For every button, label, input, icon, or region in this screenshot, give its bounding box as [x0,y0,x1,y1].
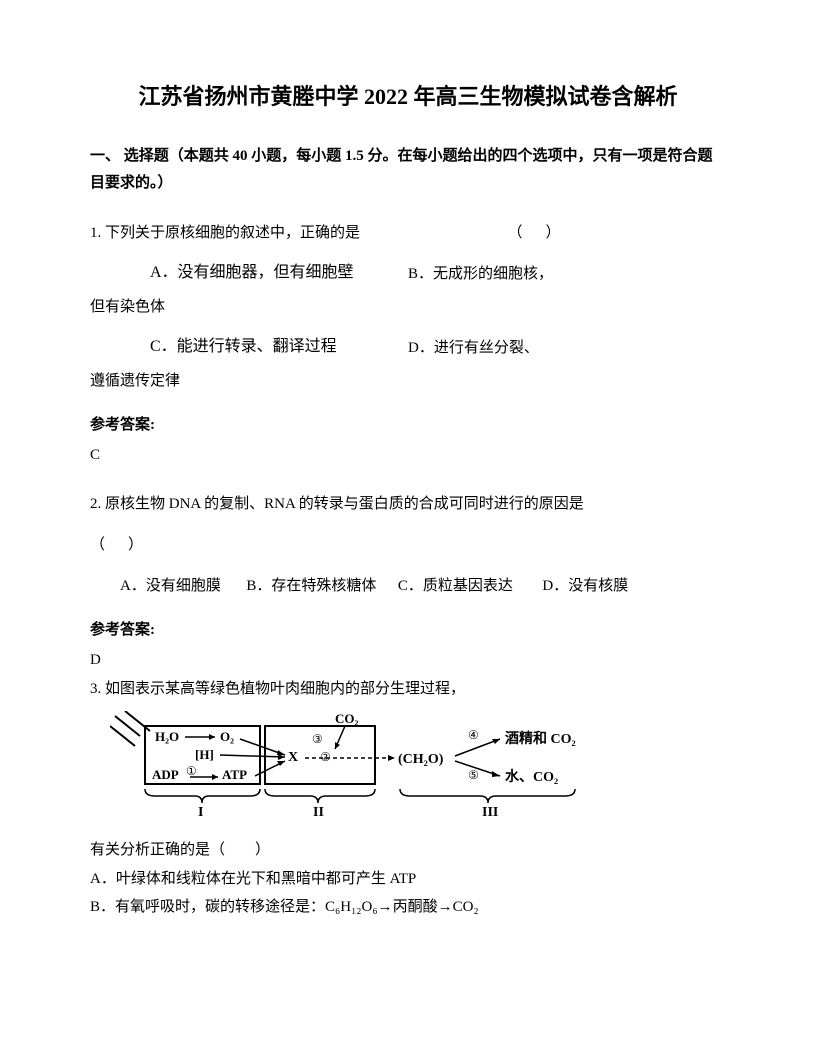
svg-text:(CH₂O): (CH₂O) [398,752,444,767]
q1-answer: C [90,440,726,470]
q1-options-row2: C．能进行转录、翻译过程 D．进行有丝分裂、 [90,332,726,365]
q1-option-b: B．无成形的细胞核， [408,258,726,291]
svg-text:②: ② [320,750,331,764]
q2-option-c: C．质粒基因表达 [398,578,513,594]
biology-diagram: H₂O O₂ [H] ADP ① ATP I CO₂ ③ X ② II [110,711,590,821]
q1-option-a: A．没有细胞器，但有细胞壁 [90,258,408,291]
svg-text:水、CO₂: 水、CO₂ [505,768,558,785]
svg-text:酒精和 CO₂: 酒精和 CO₂ [505,730,576,747]
q1-options-row1: A．没有细胞器，但有细胞壁 B．无成形的细胞核， [90,258,726,291]
svg-text:II: II [313,805,324,820]
q2-bracket-text: （ ） [90,537,147,553]
svg-text:O₂: O₂ [220,729,234,744]
svg-text:④: ④ [468,728,479,742]
q2-answer: D [90,645,726,675]
svg-text:X: X [288,750,298,765]
q2-option-b: B．存在特殊核糖体 [246,578,376,594]
q2-option-d: D．没有核膜 [542,578,628,594]
q1-option-d: D．进行有丝分裂、 [408,332,726,365]
q2-option-a: A．没有细胞膜 [120,578,221,594]
section-header: 一、 选择题（本题共 40 小题，每小题 1.5 分。在每小题给出的四个选项中，… [90,143,726,197]
svg-text:ADP: ADP [152,767,179,782]
svg-text:III: III [482,805,498,820]
q2-options: A．没有细胞膜 B．存在特殊核糖体 C．质粒基因表达 D．没有核膜 [90,570,726,603]
q3-followup: 有关分析正确的是（ ） [90,836,726,865]
svg-text:⑤: ⑤ [468,768,479,782]
q1-text: 1. 下列关于原核细胞的叙述中，正确的是 [90,225,360,241]
document-title: 江苏省扬州市黄塍中学 2022 年高三生物模拟试卷含解析 [90,80,726,113]
q3-option-a: A．叶绿体和线粒体在光下和黑暗中都可产生 ATP [90,865,726,894]
svg-text:③: ③ [312,732,323,746]
svg-text:[H]: [H] [195,747,214,762]
svg-text:CO₂: CO₂ [335,711,359,726]
svg-text:ATP: ATP [222,767,247,782]
q2-answer-label: 参考答案: [90,615,726,645]
svg-text:①: ① [186,764,197,778]
q1-option-b-cont: 但有染色体 [90,291,726,324]
svg-text:I: I [198,805,203,820]
question-2-stem: 2. 原核生物 DNA 的复制、RNA 的转录与蛋白质的合成可同时进行的原因是 [90,488,726,521]
q1-answer-label: 参考答案: [90,410,726,440]
q3-diagram: H₂O O₂ [H] ADP ① ATP I CO₂ ③ X ② II [110,711,726,826]
q2-bracket: （ ） [90,529,726,562]
q3-option-b: B．有氧呼吸时，碳的转移途径是：C₆H₁₂O₆→丙酮酸→CO₂ [90,893,726,922]
q1-option-c: C．能进行转录、翻译过程 [90,332,408,365]
svg-text:H₂O: H₂O [155,729,179,744]
q1-option-d-cont: 遵循遗传定律 [90,365,726,398]
q1-bracket: （ ） [508,225,565,241]
question-1-stem: 1. 下列关于原核细胞的叙述中，正确的是 （ ） [90,217,726,250]
question-3-stem: 3. 如图表示某高等绿色植物叶肉细胞内的部分生理过程， [90,677,726,701]
